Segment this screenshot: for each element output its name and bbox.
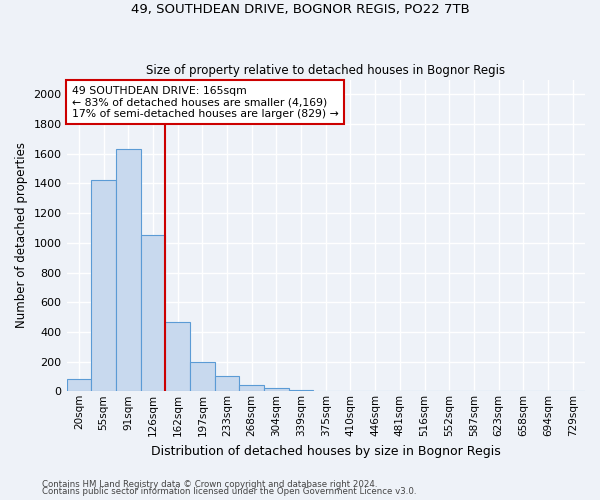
Bar [116,150,140,392]
Text: Contains public sector information licensed under the Open Government Licence v3: Contains public sector information licen… [42,487,416,496]
Bar [165,322,190,392]
Bar [190,362,215,392]
Text: 49 SOUTHDEAN DRIVE: 165sqm
← 83% of detached houses are smaller (4,169)
17% of s: 49 SOUTHDEAN DRIVE: 165sqm ← 83% of deta… [72,86,338,119]
Text: Contains HM Land Registry data © Crown copyright and database right 2024.: Contains HM Land Registry data © Crown c… [42,480,377,489]
Text: 49, SOUTHDEAN DRIVE, BOGNOR REGIS, PO22 7TB: 49, SOUTHDEAN DRIVE, BOGNOR REGIS, PO22 … [131,2,469,16]
Bar [91,180,116,392]
Bar [264,388,289,392]
Bar [215,376,239,392]
Bar [67,380,91,392]
Y-axis label: Number of detached properties: Number of detached properties [15,142,28,328]
Bar [239,386,264,392]
Bar [313,390,338,392]
Bar [140,236,165,392]
Bar [289,390,313,392]
X-axis label: Distribution of detached houses by size in Bognor Regis: Distribution of detached houses by size … [151,444,500,458]
Title: Size of property relative to detached houses in Bognor Regis: Size of property relative to detached ho… [146,64,505,77]
